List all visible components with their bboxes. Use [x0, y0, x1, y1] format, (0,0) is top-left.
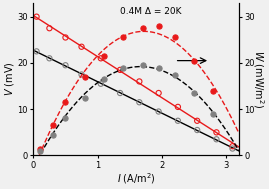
Point: [34, 15, 39, 18]
Point: [230, 145, 235, 148]
Point: [195, 129, 199, 132]
Point: [83, 75, 87, 78]
Text: 0.4M Δ = 20K: 0.4M Δ = 20K: [120, 7, 181, 16]
Point: [176, 119, 180, 122]
Point: [176, 105, 180, 108]
Point: [118, 91, 122, 94]
Y-axis label: $V$ (mV): $V$ (mV): [3, 62, 16, 96]
Point: [34, 50, 39, 53]
Point: [211, 112, 215, 115]
Point: [83, 96, 87, 99]
Point: [140, 64, 145, 67]
Point: [211, 89, 215, 92]
Point: [102, 78, 106, 81]
Point: [140, 27, 145, 30]
Point: [157, 110, 161, 113]
Point: [172, 36, 177, 39]
Point: [63, 64, 68, 67]
Point: [172, 73, 177, 76]
Point: [192, 91, 196, 94]
Point: [121, 66, 125, 69]
Point: [51, 133, 55, 136]
Point: [157, 24, 161, 27]
Point: [214, 138, 219, 141]
Point: [121, 36, 125, 39]
Point: [230, 147, 235, 150]
Point: [63, 117, 68, 120]
Point: [99, 57, 103, 60]
Point: [118, 68, 122, 71]
Point: [192, 59, 196, 62]
Point: [157, 66, 161, 69]
Point: [63, 36, 68, 39]
Point: [157, 91, 161, 94]
Point: [63, 101, 68, 104]
Point: [38, 149, 42, 152]
Point: [195, 119, 199, 122]
Point: [79, 73, 84, 76]
Point: [214, 131, 219, 134]
Point: [137, 80, 141, 83]
Point: [51, 124, 55, 127]
Point: [102, 54, 106, 57]
Point: [137, 101, 141, 104]
Point: [47, 27, 52, 30]
X-axis label: $I$ (A/m$^2$): $I$ (A/m$^2$): [117, 171, 155, 186]
Point: [79, 45, 84, 48]
Point: [38, 147, 42, 150]
Y-axis label: $W$ (mW/m$^2$): $W$ (mW/m$^2$): [252, 50, 266, 108]
Point: [99, 82, 103, 85]
Point: [47, 57, 52, 60]
